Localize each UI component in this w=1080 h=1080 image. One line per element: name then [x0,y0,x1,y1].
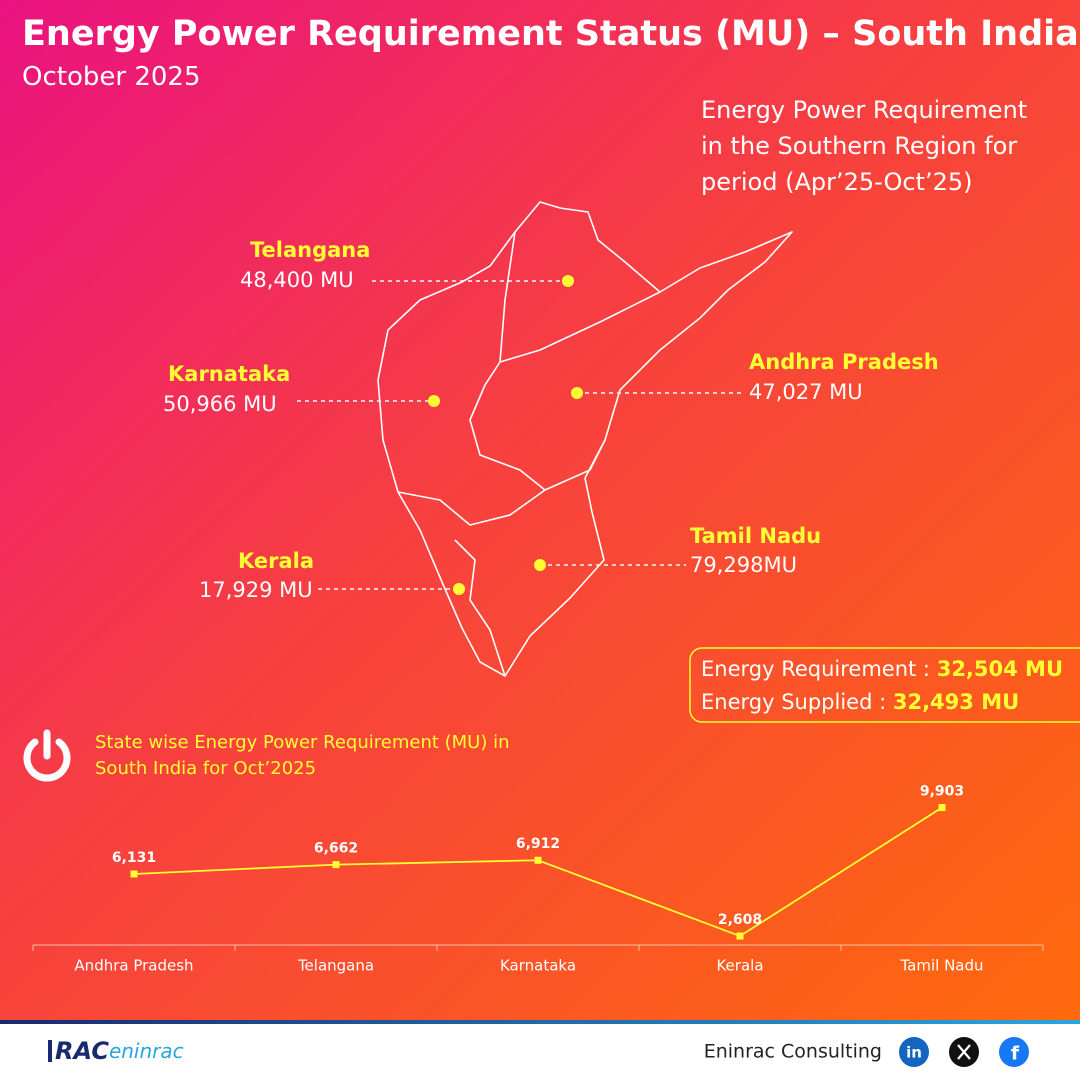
state-name: Telangana [250,238,370,262]
summary-label: Energy Supplied : [701,690,886,714]
power-icon [23,729,71,782]
point [332,861,340,869]
state-border [469,361,606,491]
map-dot [534,559,546,571]
state-name: Tamil Nadu [690,524,821,548]
map-dot [428,395,440,407]
footer-rule [0,1020,1080,1024]
state-value: 47,027 MU [749,380,863,404]
state-value: 50,966 MU [163,392,277,416]
x-tick-label: Kerala [716,957,763,975]
value-label: 9,903 [920,784,964,800]
brand: Eninrac Consulting [704,1041,882,1063]
point [736,932,744,940]
map-dot [562,275,574,287]
map-dots [428,275,583,595]
logo-stripe [48,1040,52,1062]
facebook-glyph: f [1011,1043,1020,1065]
state-labels: Telangana 48,400 MU Karnataka 50,966 MU … [163,238,939,602]
state-name: Karnataka [168,362,290,386]
summary-line: Energy Requirement : 32,504 MU [701,657,1063,681]
map-caption: Energy Power Requirement in the Southern… [701,96,1028,196]
x-tick-label: Tamil Nadu [899,957,983,975]
linkedin-glyph: in [906,1044,922,1062]
linkedin-icon[interactable] [899,1037,929,1067]
summary-label: Energy Requirement : [701,657,930,681]
state-border [499,231,661,363]
state-border [454,539,506,677]
background [0,0,1080,1022]
x-glyph [957,1044,971,1060]
x-tick-label: Karnataka [500,957,576,975]
x-tick-label: Telangana [297,957,374,975]
facebook-icon[interactable] [999,1037,1029,1067]
state-border [397,489,546,526]
summary-value: 32,493 MU [893,690,1019,714]
chart-title: State wise Energy Power Requirement (MU)… [95,732,510,779]
state-value: 17,929 MU [199,578,313,602]
map-dot [571,387,583,399]
map [377,201,793,677]
map-pointers [297,280,745,590]
summary-line: Energy Supplied : 32,493 MU [701,690,1019,714]
map-outline [377,201,793,677]
x-stroke [957,1044,971,1060]
line-chart: Andhra Pradesh Telangana Karnataka Kerala Ta… [32,784,1044,975]
summary-value: 32,504 MU [937,657,1063,681]
logo-a: RAC [55,1037,109,1065]
value-label: 6,912 [516,836,560,852]
value-label: 2,608 [718,912,762,928]
x-tick-label: Andhra Pradesh [74,957,193,975]
footer-logo: RACeninrac [48,1037,184,1065]
power-ring [23,738,71,782]
state-name: Kerala [238,549,314,573]
value-label: 6,131 [112,850,156,866]
state-value: 48,400 MU [240,268,354,292]
title: Energy Power Requirement Status (MU) – S… [22,14,1079,54]
point [938,804,946,812]
point [534,856,542,864]
point [130,870,138,878]
state-name: Andhra Pradesh [749,350,939,374]
subtitle: October 2025 [22,62,201,92]
summary-box [689,647,1080,723]
value-label: 6,662 [314,841,358,857]
logo-text: RACeninrac [55,1037,184,1065]
state-value: 79,298MU [690,553,797,577]
logo-b: eninrac [109,1039,184,1063]
map-dot [453,583,465,595]
